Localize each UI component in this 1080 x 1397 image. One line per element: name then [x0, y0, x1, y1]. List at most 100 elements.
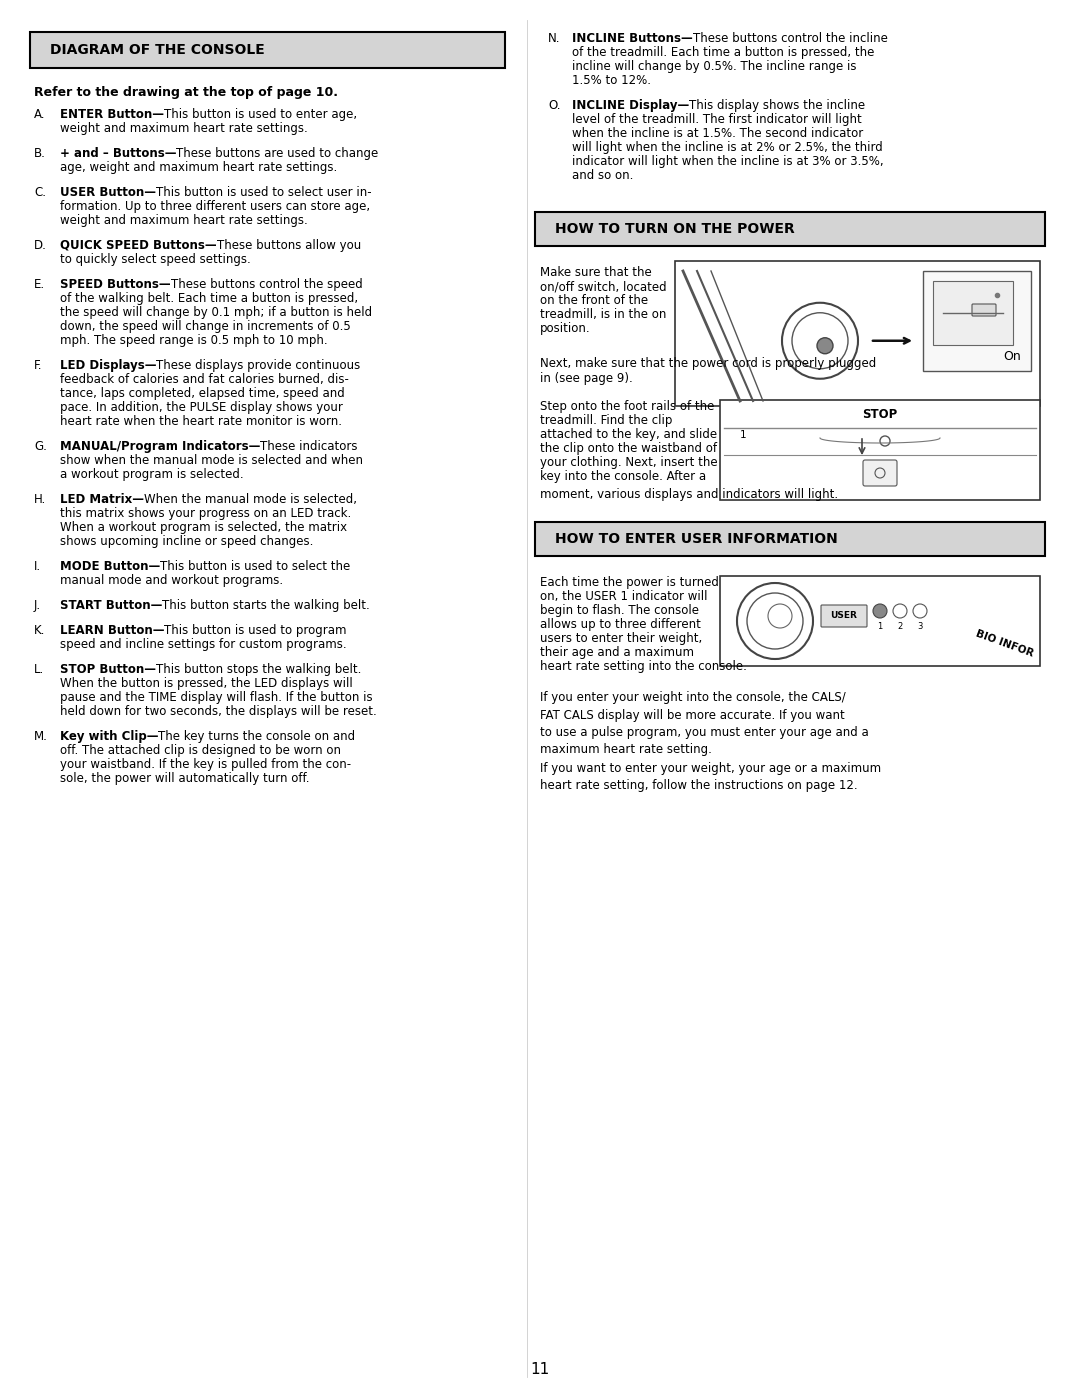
- Text: STOP: STOP: [862, 408, 897, 420]
- Text: INCLINE Buttons—: INCLINE Buttons—: [572, 32, 692, 45]
- Text: when the incline is at 1.5%. The second indicator: when the incline is at 1.5%. The second …: [572, 127, 863, 140]
- Text: formation. Up to three different users can store age,: formation. Up to three different users c…: [60, 200, 370, 212]
- Text: If you enter your weight into the console, the CALS/
FAT CALS display will be mo: If you enter your weight into the consol…: [540, 692, 868, 757]
- FancyBboxPatch shape: [675, 261, 1040, 407]
- Text: Refer to the drawing at the top of page 10.: Refer to the drawing at the top of page …: [33, 87, 338, 99]
- Text: on/off switch, located: on/off switch, located: [540, 279, 666, 293]
- Text: F.: F.: [33, 359, 42, 372]
- Text: weight and maximum heart rate settings.: weight and maximum heart rate settings.: [60, 214, 308, 226]
- Text: START Button—: START Button—: [60, 599, 162, 612]
- Text: feedback of calories and fat calories burned, dis-: feedback of calories and fat calories bu…: [60, 373, 349, 386]
- Text: the speed will change by 0.1 mph; if a button is held: the speed will change by 0.1 mph; if a b…: [60, 306, 373, 319]
- Circle shape: [873, 604, 887, 617]
- Text: moment, various displays and indicators will light.: moment, various displays and indicators …: [540, 488, 838, 502]
- Text: Key with Clip—: Key with Clip—: [60, 731, 159, 743]
- Text: This button is used to enter age,: This button is used to enter age,: [164, 108, 357, 122]
- Text: When the button is pressed, the LED displays will: When the button is pressed, the LED disp…: [60, 678, 353, 690]
- Text: The key turns the console on and: The key turns the console on and: [159, 731, 355, 743]
- Text: weight and maximum heart rate settings.: weight and maximum heart rate settings.: [60, 122, 308, 136]
- Text: key into the console. After a: key into the console. After a: [540, 469, 706, 483]
- Text: This display shows the incline: This display shows the incline: [689, 99, 865, 112]
- FancyBboxPatch shape: [535, 522, 1045, 556]
- Text: 1: 1: [740, 430, 746, 440]
- FancyBboxPatch shape: [30, 32, 505, 68]
- Text: D.: D.: [33, 239, 46, 251]
- Text: down, the speed will change in increments of 0.5: down, the speed will change in increment…: [60, 320, 351, 332]
- Text: attached to the key, and slide: attached to the key, and slide: [540, 427, 717, 441]
- Text: When the manual mode is selected,: When the manual mode is selected,: [144, 493, 357, 506]
- Text: H.: H.: [33, 493, 46, 506]
- Text: B.: B.: [33, 147, 45, 161]
- Text: When a workout program is selected, the matrix: When a workout program is selected, the …: [60, 521, 347, 534]
- Text: L.: L.: [33, 664, 44, 676]
- Text: These indicators: These indicators: [260, 440, 357, 453]
- Text: level of the treadmill. The first indicator will light: level of the treadmill. The first indica…: [572, 113, 862, 126]
- Text: USER Button—: USER Button—: [60, 186, 156, 198]
- Text: These buttons are used to change: These buttons are used to change: [176, 147, 379, 161]
- Text: a workout program is selected.: a workout program is selected.: [60, 468, 244, 481]
- Text: your clothing. Next, insert the: your clothing. Next, insert the: [540, 455, 717, 469]
- Text: LED Displays—: LED Displays—: [60, 359, 157, 372]
- Text: QUICK SPEED Buttons—: QUICK SPEED Buttons—: [60, 239, 217, 251]
- Text: On: On: [1003, 351, 1021, 363]
- Text: HOW TO ENTER USER INFORMATION: HOW TO ENTER USER INFORMATION: [555, 532, 838, 546]
- Text: 1: 1: [877, 622, 882, 631]
- Text: O.: O.: [548, 99, 561, 112]
- Text: LEARN Button—: LEARN Button—: [60, 624, 164, 637]
- Text: LED Matrix—: LED Matrix—: [60, 493, 144, 506]
- Text: DIAGRAM OF THE CONSOLE: DIAGRAM OF THE CONSOLE: [50, 43, 265, 57]
- Text: This button is used to program: This button is used to program: [164, 624, 347, 637]
- Text: + and – Buttons—: + and – Buttons—: [60, 147, 176, 161]
- Text: Next, make sure that the power cord is properly plugged
in (see page 9).: Next, make sure that the power cord is p…: [540, 358, 876, 386]
- Text: This button is used to select the: This button is used to select the: [160, 560, 351, 573]
- Text: manual mode and workout programs.: manual mode and workout programs.: [60, 574, 283, 587]
- Text: C.: C.: [33, 186, 46, 198]
- Text: MANUAL/Program Indicators—: MANUAL/Program Indicators—: [60, 440, 260, 453]
- Text: Make sure that the: Make sure that the: [540, 265, 651, 279]
- Text: INCLINE Display—: INCLINE Display—: [572, 99, 689, 112]
- Text: 3: 3: [917, 622, 922, 631]
- Text: on, the USER 1 indicator will: on, the USER 1 indicator will: [540, 590, 707, 604]
- Text: position.: position.: [540, 321, 591, 335]
- Text: G.: G.: [33, 440, 46, 453]
- Text: tance, laps completed, elapsed time, speed and: tance, laps completed, elapsed time, spe…: [60, 387, 345, 400]
- Text: This button stops the walking belt.: This button stops the walking belt.: [156, 664, 362, 676]
- Text: HOW TO TURN ON THE POWER: HOW TO TURN ON THE POWER: [555, 222, 795, 236]
- Text: A.: A.: [33, 108, 45, 122]
- Text: this matrix shows your progress on an LED track.: this matrix shows your progress on an LE…: [60, 507, 351, 520]
- Text: These buttons control the speed: These buttons control the speed: [171, 278, 363, 291]
- Text: 2: 2: [897, 622, 903, 631]
- Text: This button starts the walking belt.: This button starts the walking belt.: [162, 599, 370, 612]
- Text: incline will change by 0.5%. The incline range is: incline will change by 0.5%. The incline…: [572, 60, 856, 73]
- Circle shape: [816, 338, 833, 353]
- Text: the clip onto the waistband of: the clip onto the waistband of: [540, 441, 717, 455]
- Text: pace. In addition, the PULSE display shows your: pace. In addition, the PULSE display sho…: [60, 401, 342, 414]
- Text: allows up to three different: allows up to three different: [540, 617, 701, 631]
- Text: their age and a maximum: their age and a maximum: [540, 645, 694, 659]
- Text: BIO INFOR: BIO INFOR: [974, 629, 1035, 658]
- Text: Step onto the foot rails of the: Step onto the foot rails of the: [540, 400, 714, 414]
- Text: I.: I.: [33, 560, 41, 573]
- Text: If you want to enter your weight, your age or a maximum
heart rate setting, foll: If you want to enter your weight, your a…: [540, 761, 881, 792]
- Text: your waistband. If the key is pulled from the con-: your waistband. If the key is pulled fro…: [60, 759, 351, 771]
- Text: to quickly select speed settings.: to quickly select speed settings.: [60, 253, 251, 265]
- Text: 1.5% to 12%.: 1.5% to 12%.: [572, 74, 651, 87]
- Text: heart rate when the heart rate monitor is worn.: heart rate when the heart rate monitor i…: [60, 415, 342, 427]
- Text: mph. The speed range is 0.5 mph to 10 mph.: mph. The speed range is 0.5 mph to 10 mp…: [60, 334, 327, 346]
- Text: E.: E.: [33, 278, 45, 291]
- Text: ENTER Button—: ENTER Button—: [60, 108, 164, 122]
- FancyBboxPatch shape: [535, 212, 1045, 246]
- Text: This button is used to select user in-: This button is used to select user in-: [156, 186, 372, 198]
- Text: treadmill, is in the on: treadmill, is in the on: [540, 307, 666, 321]
- Text: M.: M.: [33, 731, 48, 743]
- FancyBboxPatch shape: [720, 576, 1040, 666]
- Text: indicator will light when the incline is at 3% or 3.5%,: indicator will light when the incline is…: [572, 155, 883, 168]
- Text: held down for two seconds, the displays will be reset.: held down for two seconds, the displays …: [60, 705, 377, 718]
- Text: These displays provide continuous: These displays provide continuous: [157, 359, 361, 372]
- Text: age, weight and maximum heart rate settings.: age, weight and maximum heart rate setti…: [60, 161, 337, 175]
- Text: These buttons allow you: These buttons allow you: [217, 239, 361, 251]
- Text: treadmill. Find the clip: treadmill. Find the clip: [540, 414, 673, 427]
- Text: N.: N.: [548, 32, 561, 45]
- Text: begin to flash. The console: begin to flash. The console: [540, 604, 699, 617]
- Text: Each time the power is turned: Each time the power is turned: [540, 576, 719, 590]
